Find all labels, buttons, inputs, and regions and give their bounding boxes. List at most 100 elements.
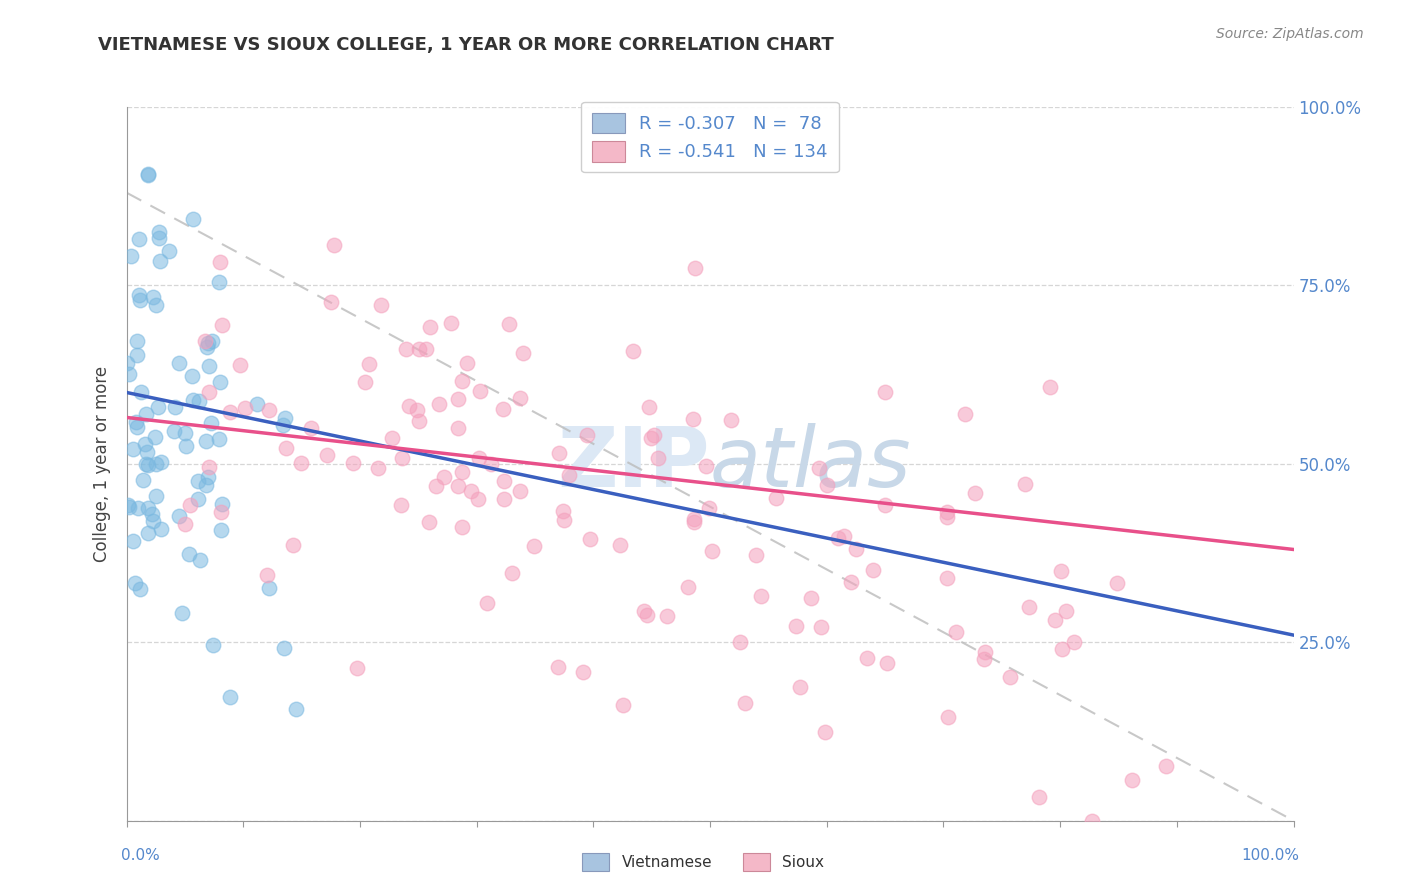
Point [1050, 641, 1073, 656]
Point [136, 500, 159, 515]
Point [572, 665, 595, 679]
Point [523, 539, 546, 553]
Point [697, 501, 720, 516]
Point [128, 232, 150, 246]
Point [229, 359, 252, 373]
Point [273, 641, 295, 656]
Point [492, 492, 515, 507]
Point [640, 431, 662, 445]
Point [201, 334, 224, 349]
Point [834, 529, 856, 543]
Point [418, 515, 440, 529]
Point [163, 424, 186, 438]
Point [415, 342, 437, 356]
Point [398, 399, 420, 413]
Point [208, 275, 231, 289]
Point [127, 348, 149, 362]
Point [159, 244, 181, 258]
Point [509, 484, 531, 499]
Point [141, 507, 163, 521]
Point [136, 167, 159, 181]
Point [447, 479, 470, 493]
Point [683, 515, 706, 529]
Point [643, 428, 665, 442]
Point [827, 531, 849, 545]
Point [765, 491, 787, 506]
Point [135, 457, 157, 471]
Point [440, 316, 463, 330]
Point [142, 514, 165, 528]
Point [456, 356, 478, 370]
Point [1039, 380, 1062, 394]
Point [209, 523, 232, 537]
Point [172, 606, 194, 620]
Point [470, 384, 492, 399]
Point [342, 456, 364, 470]
Text: 0.0%: 0.0% [121, 848, 159, 863]
Y-axis label: College, 1 year or more: College, 1 year or more [93, 366, 111, 562]
Point [935, 509, 957, 524]
Point [492, 401, 515, 416]
Point [145, 298, 167, 312]
Point [1014, 477, 1036, 491]
Point [179, 547, 201, 561]
Point [202, 638, 225, 652]
Point [509, 392, 531, 406]
Point [855, 651, 877, 665]
Point [433, 469, 456, 483]
Point [450, 520, 472, 534]
Point [128, 582, 150, 596]
Point [181, 211, 204, 226]
Point [876, 656, 898, 670]
Text: ZIP: ZIP [558, 424, 710, 504]
Point [208, 432, 231, 446]
Point [136, 458, 159, 472]
Point [150, 523, 173, 537]
Point [419, 320, 441, 334]
Point [609, 538, 631, 552]
Point [197, 340, 219, 354]
Point [125, 334, 148, 348]
Point [148, 231, 170, 245]
Point [451, 465, 474, 479]
Point [198, 384, 221, 399]
Point [209, 504, 232, 518]
Point [678, 581, 700, 595]
Point [494, 475, 516, 489]
Point [127, 500, 149, 515]
Point [945, 624, 967, 639]
Point [936, 710, 959, 724]
Point [460, 483, 482, 498]
Point [935, 505, 957, 519]
Point [290, 457, 312, 471]
Point [479, 457, 502, 471]
Point [299, 421, 322, 435]
Point [257, 581, 280, 595]
Point [808, 461, 831, 475]
Point [1018, 600, 1040, 615]
Point [381, 431, 404, 445]
Point [405, 402, 427, 417]
Point [633, 604, 655, 618]
Point [389, 499, 412, 513]
Point [1028, 790, 1050, 805]
Point [274, 441, 297, 455]
Point [150, 455, 173, 469]
Point [233, 401, 256, 416]
Point [346, 661, 368, 675]
Point [174, 439, 197, 453]
Point [501, 566, 523, 581]
Point [167, 508, 190, 523]
Point [200, 417, 222, 431]
Text: atlas: atlas [710, 424, 911, 504]
Point [125, 420, 148, 434]
Point [638, 400, 661, 414]
Point [198, 359, 221, 374]
Point [117, 498, 139, 512]
Point [179, 498, 201, 512]
Point [1054, 604, 1077, 618]
Point [841, 574, 863, 589]
Point [353, 375, 375, 389]
Point [256, 567, 278, 582]
Point [647, 451, 669, 466]
